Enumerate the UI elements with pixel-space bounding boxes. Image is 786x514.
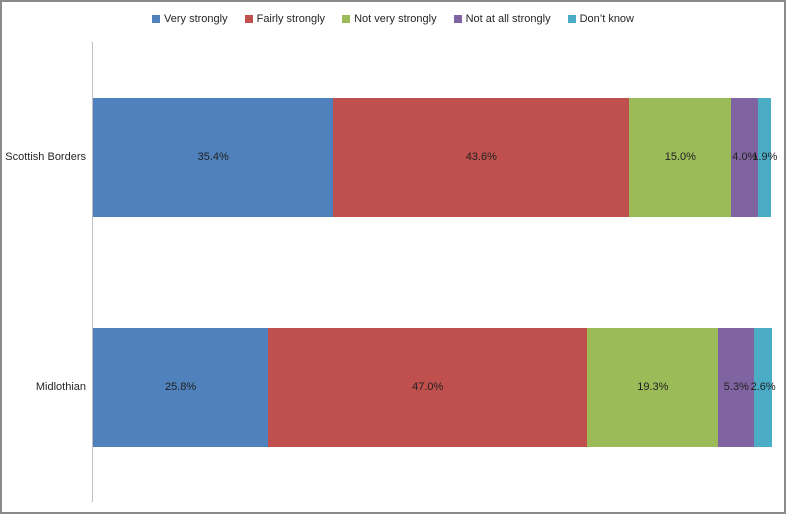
bar-row: 35.4% 43.6% 15.0% 4.0% 1.9%	[93, 97, 777, 217]
legend-swatch-icon	[453, 15, 462, 23]
legend: Very strongly Fairly strongly Not very str…	[2, 13, 784, 25]
category-label: Midlothian	[35, 380, 86, 393]
bar-segment-label: 43.6%	[465, 151, 497, 163]
bar-segment: 47.0%	[268, 327, 588, 447]
legend-swatch-icon	[342, 15, 351, 23]
bar-segment-label: 19.3%	[637, 381, 669, 393]
legend-label: Not very strongly	[354, 13, 437, 25]
legend-item: Not very strongly	[342, 13, 437, 25]
category-label: Scottish Borders	[5, 150, 86, 163]
legend-label: Very strongly	[164, 13, 228, 25]
legend-item: Fairly strongly	[244, 13, 326, 25]
bar-segment-label: 35.4%	[197, 151, 229, 163]
y-axis-line	[92, 42, 93, 502]
bar-segment-label: 5.3%	[723, 381, 749, 393]
legend-swatch-icon	[152, 15, 160, 23]
bar-segment-label: 4.0%	[732, 151, 758, 163]
bar-segment: 5.3%	[718, 327, 755, 447]
legend-label: Don’t know	[579, 13, 634, 25]
legend-item: Not at all strongly	[453, 13, 551, 25]
legend-swatch-icon	[244, 15, 253, 23]
bar-segment: 43.6%	[333, 97, 630, 217]
bar-segment-label: 2.6%	[750, 381, 776, 393]
legend-item: Very strongly	[152, 13, 228, 25]
bar-segment: 2.6%	[751, 327, 776, 447]
legend-label: Fairly strongly	[256, 13, 326, 25]
legend-item: Don’t know	[567, 13, 634, 25]
bar-segment: 35.4%	[93, 97, 334, 217]
bar-segment: 25.8%	[93, 327, 269, 447]
bar-segment: 19.3%	[587, 327, 719, 447]
bar-segment: 4.0%	[731, 97, 759, 217]
legend-swatch-icon	[567, 15, 576, 23]
bar-segment: 1.9%	[752, 97, 777, 217]
legend-label: Not at all strongly	[465, 13, 551, 25]
bar-segment-label: 15.0%	[664, 151, 696, 163]
bar-segment-label: 47.0%	[412, 381, 444, 393]
bar-segment-label: 25.8%	[164, 381, 197, 393]
bar-row: 25.8% 47.0% 19.3% 5.3% 2.6%	[93, 327, 776, 447]
bar-segment-label: 1.9%	[752, 151, 778, 163]
bar-segment: 15.0%	[629, 97, 732, 217]
